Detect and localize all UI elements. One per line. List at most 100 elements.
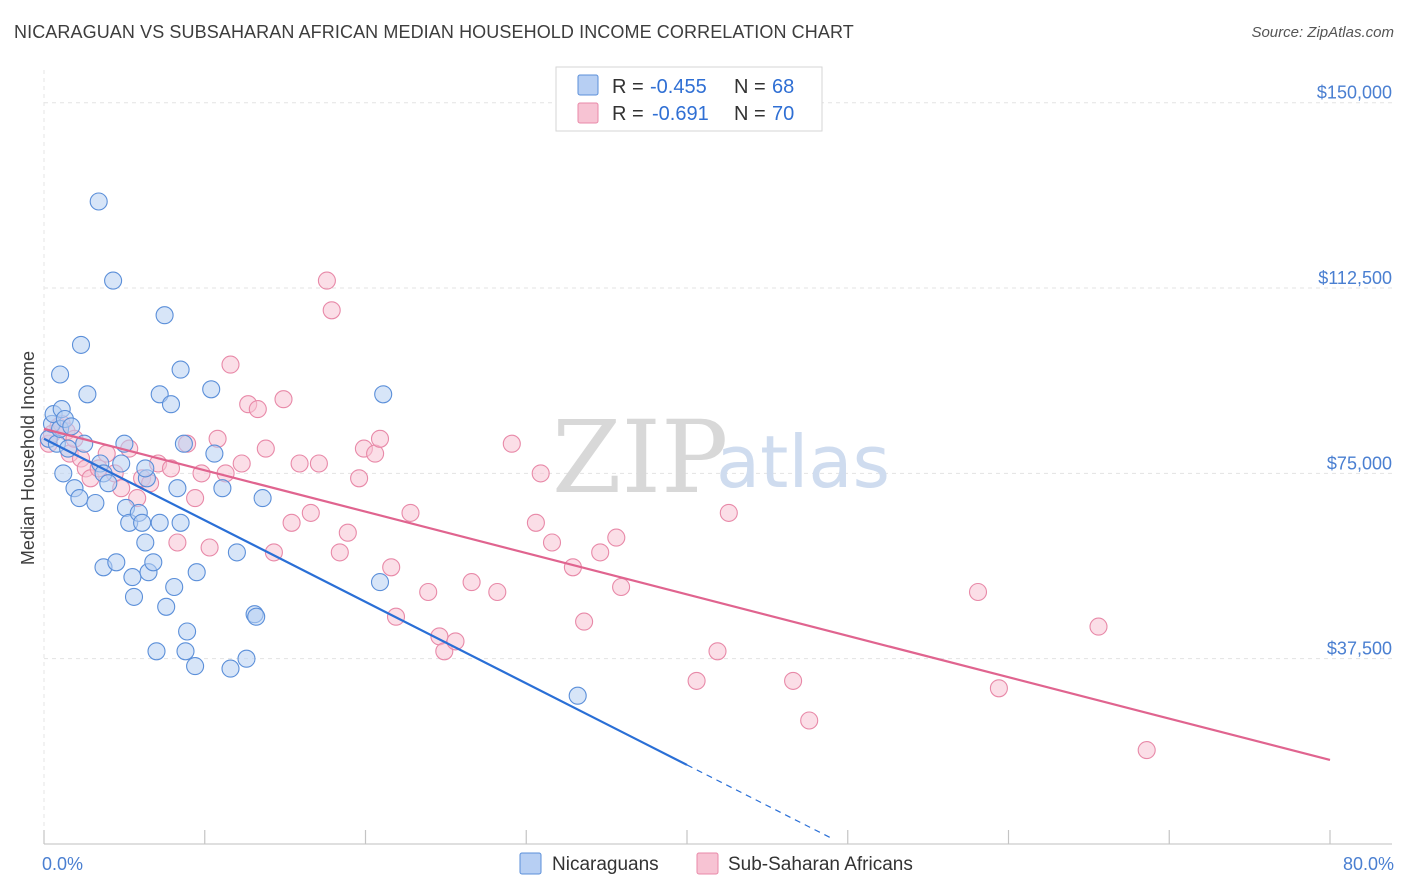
data-point [382,558,401,577]
data-point [176,642,195,661]
legend: R = -0.455 N = 68 R = -0.691 N = 70 [555,66,823,132]
data-point [370,429,390,448]
data-point [719,503,738,522]
data-point [338,523,357,542]
data-point [317,271,336,290]
legend-swatch-pink [577,102,599,124]
watermark-zip: ZIP [552,399,728,516]
data-point [253,489,272,508]
data-point [168,533,187,552]
data-point [171,360,190,379]
chart-title: NICARAGUAN VS SUBSAHARAN AFRICAN MEDIAN … [14,22,854,42]
watermark: ZIP atlas [552,399,890,516]
data-point [401,503,420,522]
legend-n-value-blue: 68 [772,76,794,98]
data-point [133,513,152,532]
data-point [178,622,197,641]
data-point [282,513,301,532]
data-point [51,365,70,384]
data-point [256,439,275,458]
data-point [708,642,727,661]
data-point [187,563,206,582]
bottom-legend: Nicaraguans Sub-Saharan Africans [519,852,913,875]
data-point [247,607,266,626]
data-point [112,454,131,473]
data-point [71,335,91,354]
y-axis-label: Median Household Income [18,351,38,565]
data-point [62,417,81,436]
data-point [531,464,550,483]
trend-lines [43,427,1331,839]
data-point [124,587,144,606]
data-point [89,192,108,211]
data-point [213,479,232,498]
data-point [202,380,221,399]
data-point [419,582,438,602]
data-point [70,489,89,508]
data-point [575,612,594,631]
data-point [221,355,240,374]
legend-box [555,66,823,132]
data-point [136,533,155,552]
data-point [309,454,328,473]
legend-r-value-blue: -0.455 [650,76,707,98]
data-point [86,493,105,513]
data-point [54,464,73,483]
x-axis-ticks [43,830,1331,844]
data-point [232,454,251,473]
data-point [800,711,819,730]
x-tick-label-max: 80.0% [1343,854,1394,874]
watermark-atlas: atlas [716,420,890,504]
legend-n-label-blue: N = [734,76,766,98]
data-point [784,671,803,690]
data-point [168,479,187,498]
data-point [157,597,176,616]
data-point [591,543,610,562]
data-point [1089,617,1108,636]
data-point [161,459,181,478]
data-point [227,543,246,562]
data-point [502,434,521,453]
y-axis-tick-labels: $37,500 $75,000 $112,500 $150,000 [1317,83,1392,659]
trend-line-nicaraguans-extension [686,764,832,839]
data-point [607,528,626,547]
series-nicaraguans [39,192,587,705]
data-point [174,434,193,453]
data-point [171,513,190,532]
y-tick-label: $37,500 [1327,639,1392,659]
data-point [144,553,163,572]
trend-line-sub-saharan-africans [43,427,1331,762]
x-tick-label-min: 0.0% [42,854,83,874]
bottom-legend-label-sub-saharan-africans: Sub-Saharan Africans [728,854,913,875]
data-point [200,538,219,557]
data-point [290,454,309,473]
data-point [165,577,184,597]
data-point [155,306,174,325]
data-point [237,649,256,668]
data-point [968,582,988,602]
trend-line-nicaraguans [43,437,688,766]
data-point [136,459,155,478]
data-point [568,686,587,705]
data-point [78,385,97,404]
data-point [687,671,706,690]
data-point [350,469,369,488]
data-point [612,577,631,597]
bottom-legend-label-nicaraguans: Nicaraguans [552,854,659,875]
data-point [107,553,126,572]
data-point [526,513,545,532]
data-point [374,385,393,404]
data-point [1137,741,1156,760]
legend-r-value-pink: -0.691 [652,103,709,125]
data-point [150,513,169,532]
data-point [370,573,390,592]
data-point [123,568,142,587]
y-tick-label: $112,500 [1318,268,1392,288]
legend-n-value-pink: 70 [772,103,794,125]
data-point [205,444,224,463]
bottom-legend-swatch-blue [519,852,542,875]
data-point [322,301,341,320]
data-point [99,474,118,493]
data-point [186,657,205,676]
data-point [989,679,1008,698]
